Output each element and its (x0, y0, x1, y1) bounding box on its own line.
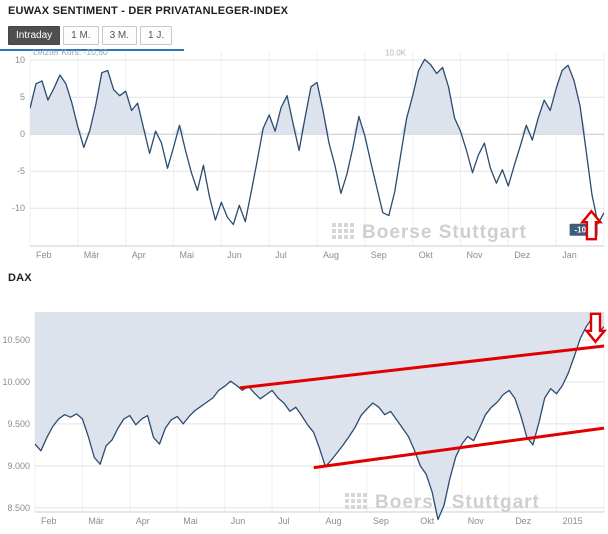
x-axis-label: Dez (515, 516, 532, 526)
x-axis-label: Jun (231, 516, 246, 526)
watermark-logo-dot (350, 229, 354, 233)
red-up-arrow-icon (579, 209, 603, 241)
watermark-text: Boerse Stuttgart (375, 492, 540, 513)
y-axis-label: 9.500 (7, 419, 30, 429)
x-axis-label: Apr (132, 250, 146, 260)
watermark-logo-dot (357, 505, 361, 509)
red-trendline (313, 426, 605, 470)
y-axis-label: 10.500 (2, 335, 30, 345)
watermark-logo-dot (350, 235, 354, 239)
x-axis-label: Nov (467, 250, 484, 260)
x-axis-label: Feb (36, 250, 52, 260)
watermark-logo-dot (338, 223, 342, 227)
watermark-logo-dot (344, 235, 348, 239)
x-axis-label: Okt (419, 250, 434, 260)
x-axis-label: Dez (514, 250, 531, 260)
euwax-chart: 10 5 0 -5 -10 Feb Mär Apr Mai Jun Jul Aug Sep Okt Nov D… (12, 49, 605, 260)
range-button-intraday[interactable]: Intraday (8, 26, 61, 45)
range-button-3m[interactable]: 3 M. (101, 26, 138, 45)
watermark: Boerse Stuttgart (332, 222, 527, 243)
x-axis-label: Okt (420, 516, 435, 526)
watermark-logo-dot (344, 223, 348, 227)
area-fill (30, 59, 604, 135)
dax-title: DAX (8, 272, 32, 284)
x-axis-label: Jun (227, 250, 242, 260)
watermark-text: Boerse Stuttgart (362, 222, 527, 243)
price-line (35, 317, 604, 521)
x-axis-label: Jul (275, 250, 287, 260)
watermark-logo-dot (351, 505, 355, 509)
watermark-logo-dot (345, 499, 349, 503)
red-down-arrow-icon (583, 312, 608, 344)
watermark-logo-dot (351, 499, 355, 503)
y-axis-label: 5 (20, 92, 25, 102)
watermark-logo-dot (357, 499, 361, 503)
peak-value-label: 10.0K (385, 49, 407, 58)
x-axis-label: Aug (326, 516, 342, 526)
range-toolbar: Intraday 1 M. 3 M. 1 J. (0, 26, 185, 51)
x-axis-label: Mär (84, 250, 100, 260)
x-axis-label: Sep (373, 516, 389, 526)
y-axis-label: 10 (15, 55, 25, 65)
y-axis-label: -10 (12, 203, 25, 213)
range-button-1j[interactable]: 1 J. (140, 26, 173, 45)
x-axis-label: Jan (562, 250, 577, 260)
watermark-logo-dot (363, 493, 367, 497)
watermark-logo-dot (363, 505, 367, 509)
watermark-logo-dot (344, 229, 348, 233)
y-axis-label: -5 (17, 166, 25, 176)
x-axis-label: Apr (136, 516, 150, 526)
x-axis-label: Jul (278, 516, 290, 526)
x-axis-labels: Feb Mär Apr Mai Jun Jul Aug Sep Okt Nov Dez 2015 (41, 516, 583, 526)
price-line (30, 58, 604, 226)
y-axis-label: 9.000 (7, 461, 30, 471)
last-value-badge-text: -10,6 (574, 226, 593, 235)
watermark-logo-dot (338, 235, 342, 239)
red-trendline (239, 344, 605, 390)
watermark-logo-dot (332, 235, 336, 239)
x-axis-label: Mai (183, 516, 198, 526)
x-axis-label: 2015 (563, 516, 583, 526)
watermark-logo-dot (332, 229, 336, 233)
dax-chart: 10.500 10.000 9.500 9.000 8.500 Feb Mär Apr Mai J… (2, 312, 608, 526)
euwax-title: EUWAX SENTIMENT - DER PRIVATANLEGER-INDE… (8, 5, 289, 17)
watermark-logo-dot (351, 493, 355, 497)
watermark-logo-dot (332, 223, 336, 227)
watermark: Boerse Stuttgart (345, 492, 540, 513)
watermark-logo-dot (350, 223, 354, 227)
watermark-logo-dot (345, 493, 349, 497)
watermark-logo-dot (357, 493, 361, 497)
vertical-gridlines (29, 52, 605, 246)
y-axis-label: 8.500 (7, 503, 30, 513)
y-axis-label: 10.000 (2, 377, 30, 387)
x-axis-labels: Feb Mär Apr Mai Jun Jul Aug Sep Okt Nov Dez Jan (36, 250, 577, 260)
x-axis-label: Sep (371, 250, 387, 260)
x-axis-label: Nov (468, 516, 485, 526)
range-button-1m[interactable]: 1 M. (63, 26, 99, 45)
watermark-logo-dot (363, 499, 367, 503)
y-axis-label: 0 (20, 129, 25, 139)
x-axis-label: Mär (88, 516, 104, 526)
x-axis-label: Aug (323, 250, 339, 260)
x-axis-label: Mai (180, 250, 195, 260)
watermark-logo-dot (338, 229, 342, 233)
last-price-label: Letzter Kurs: -10,60 (33, 47, 108, 57)
watermark-logo-dot (345, 505, 349, 509)
x-axis-label: Feb (41, 516, 57, 526)
